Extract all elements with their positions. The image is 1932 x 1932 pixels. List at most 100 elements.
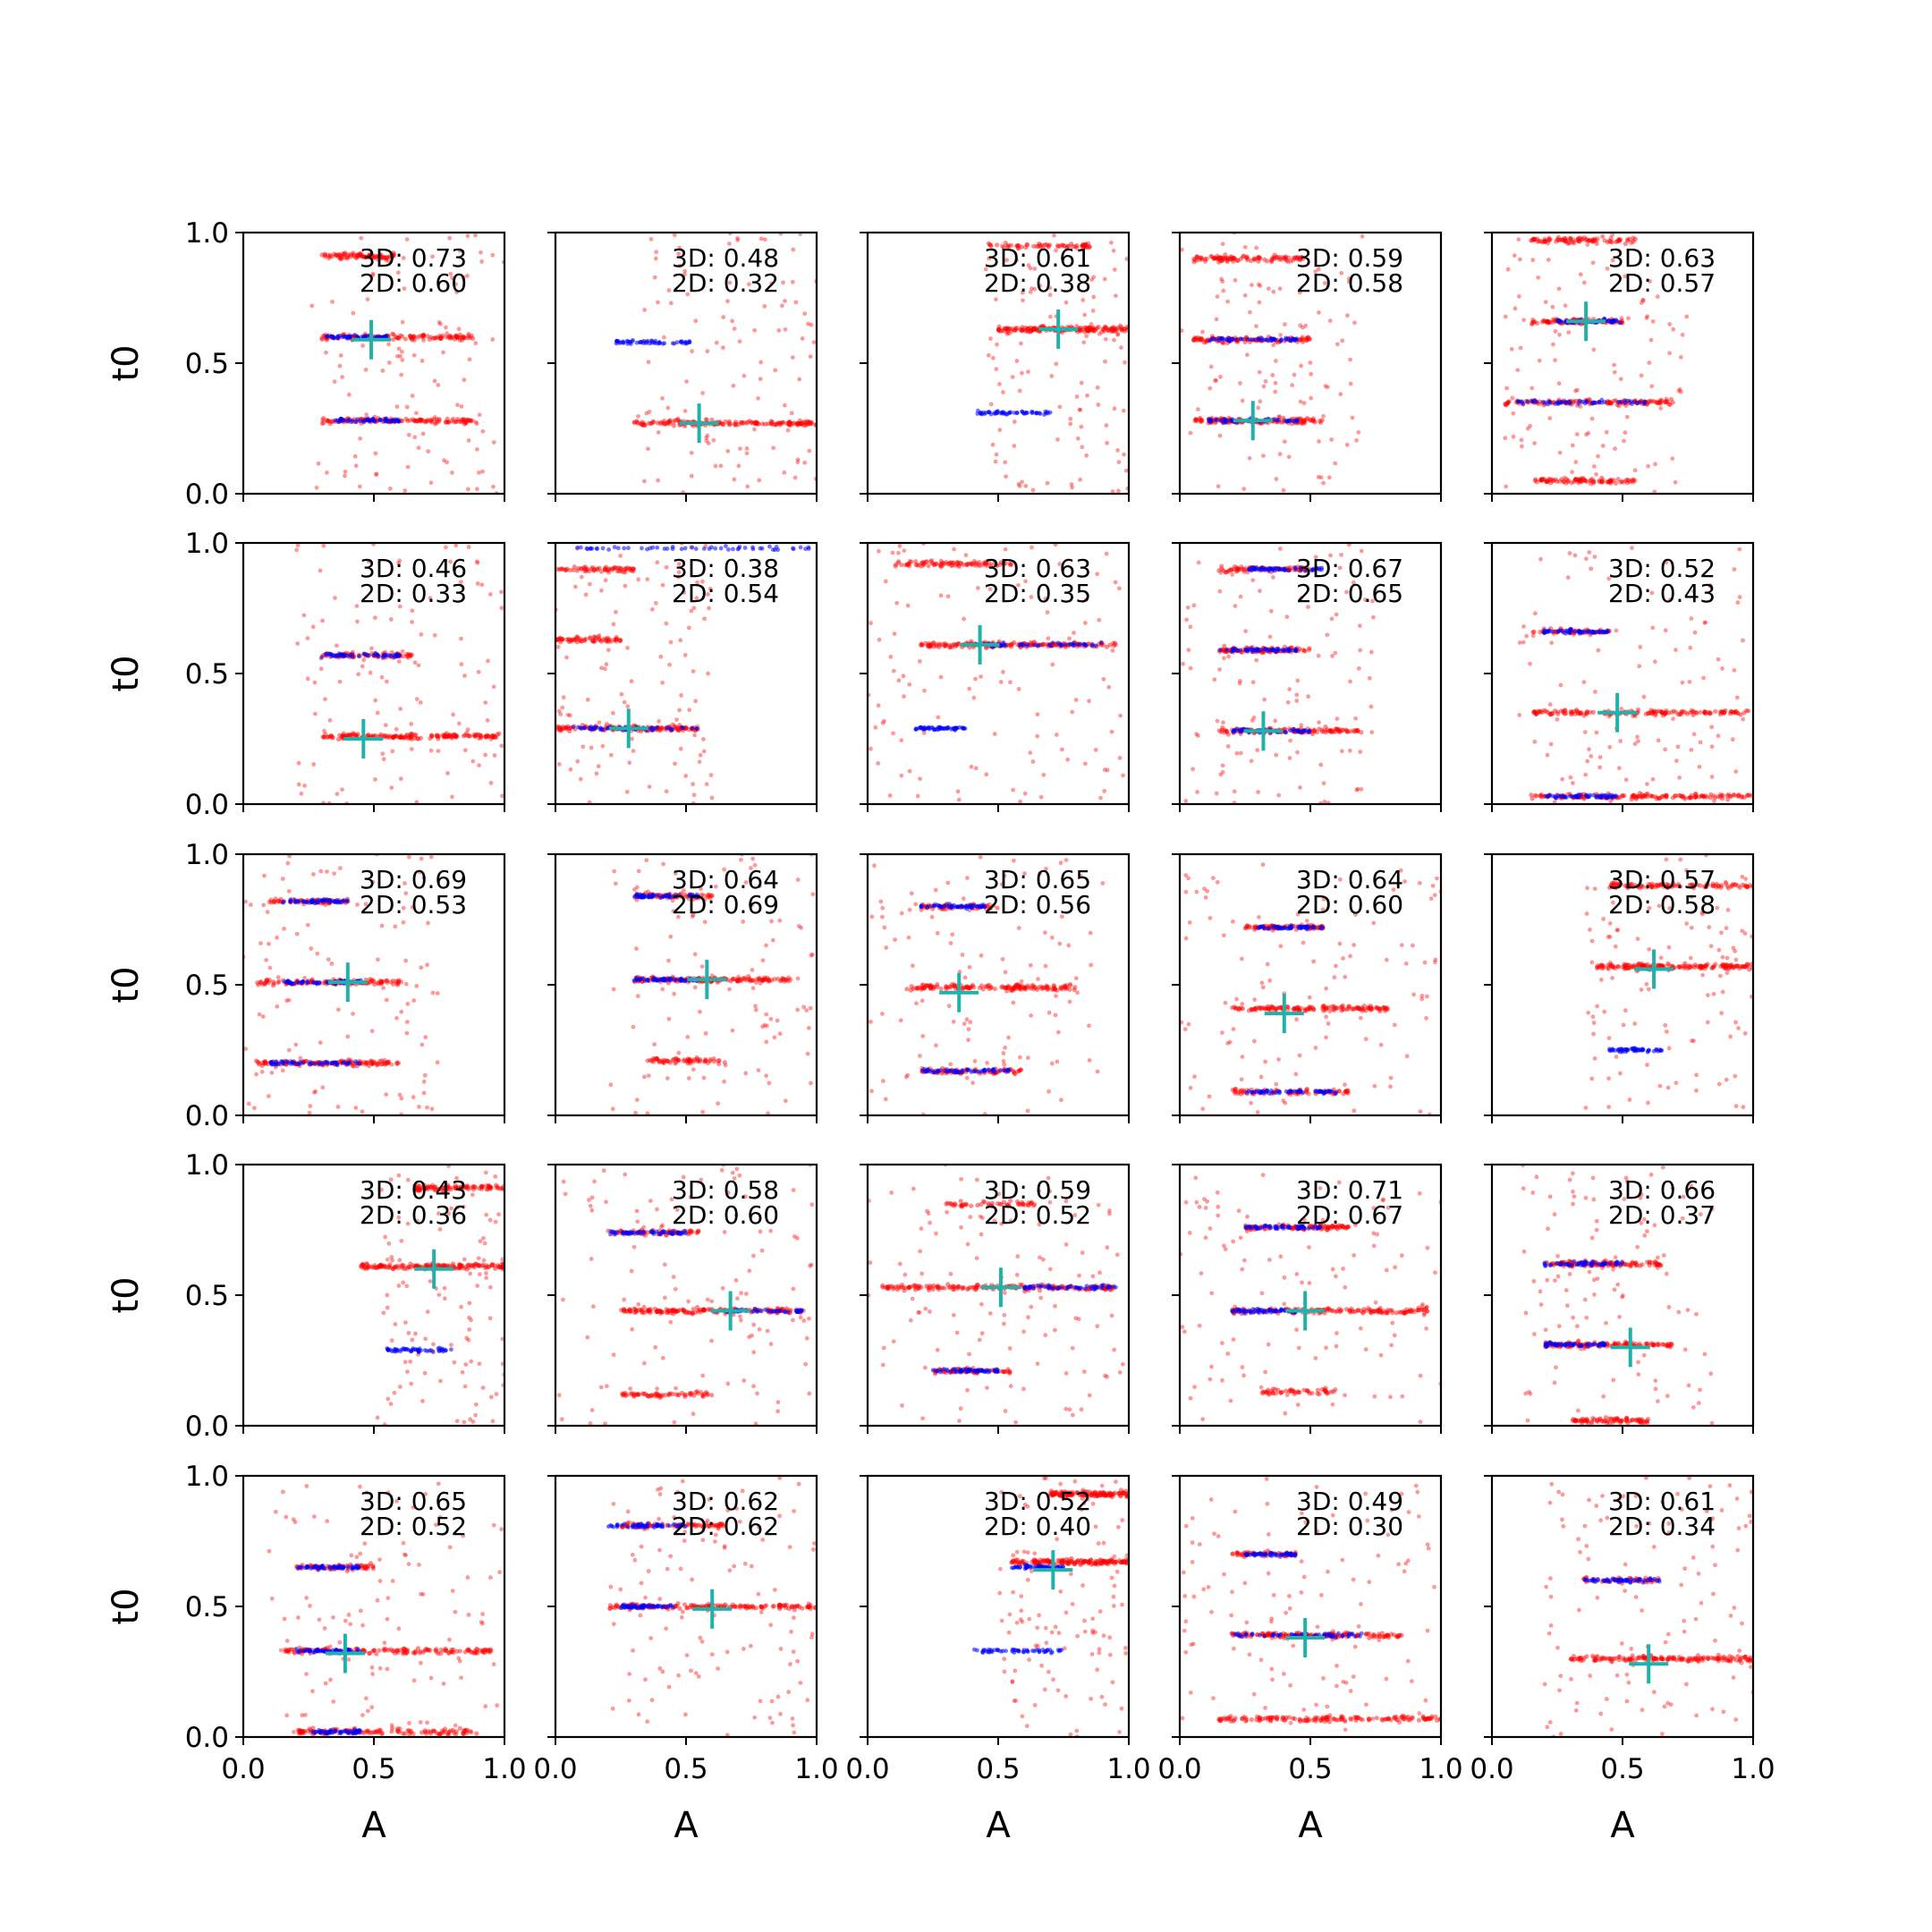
red-point [1565, 479, 1571, 485]
red-point [977, 560, 982, 565]
red-point [1103, 336, 1108, 342]
red-point [1221, 256, 1226, 261]
red-point [558, 712, 564, 716]
red-point [1583, 556, 1589, 562]
red-point [1037, 242, 1043, 248]
red-point [1541, 708, 1546, 713]
red-point [1630, 793, 1635, 799]
red-point [955, 789, 961, 794]
red-point [804, 419, 810, 424]
red-point [1645, 782, 1649, 786]
red-point [622, 699, 627, 705]
red-point [606, 638, 611, 643]
blue-point [578, 725, 583, 731]
red-point [1543, 240, 1548, 245]
red-point [1743, 708, 1750, 714]
red-point [1631, 792, 1636, 798]
red-point [1107, 327, 1113, 333]
red-point [1222, 643, 1227, 648]
blue-point [1306, 729, 1311, 734]
red-point [1295, 255, 1301, 260]
red-point [1224, 728, 1229, 733]
red-point [1595, 236, 1600, 242]
red-point [295, 641, 301, 646]
red-point [1257, 255, 1263, 260]
red-point [1292, 255, 1298, 261]
red-point [452, 419, 457, 425]
red-point [462, 377, 467, 383]
red-point [410, 394, 415, 398]
red-point [899, 738, 904, 743]
blue-point [1298, 565, 1303, 570]
red-point [1106, 684, 1112, 690]
red-point [1504, 401, 1511, 406]
red-point [634, 419, 640, 425]
red-point [690, 349, 694, 354]
red-point [758, 377, 763, 382]
red-point [1537, 358, 1542, 363]
red-point [631, 568, 636, 573]
red-point [1360, 233, 1365, 239]
red-point [1633, 796, 1639, 801]
red-point [1619, 479, 1624, 484]
red-point [474, 732, 479, 737]
red-point [405, 655, 411, 660]
red-point [419, 359, 425, 363]
red-point [1591, 238, 1597, 244]
red-point [1045, 480, 1050, 486]
red-point [1657, 400, 1663, 405]
red-point [986, 241, 991, 246]
red-point [677, 263, 682, 268]
red-point [660, 420, 665, 427]
red-point [617, 637, 623, 642]
red-point [402, 336, 408, 342]
red-point [924, 559, 929, 564]
red-point [1606, 479, 1612, 485]
red-point [921, 562, 927, 568]
red-point [1721, 710, 1726, 716]
red-point [919, 560, 925, 566]
red-point [787, 422, 792, 428]
blue-point [657, 341, 662, 345]
red-point [802, 311, 808, 317]
red-point [1295, 678, 1301, 683]
red-point [1222, 256, 1227, 261]
red-point [1641, 793, 1647, 799]
red-point [752, 327, 758, 333]
red-point [1001, 328, 1006, 334]
red-point [676, 251, 682, 256]
red-point [938, 593, 944, 598]
red-point [706, 671, 711, 676]
red-point [406, 432, 411, 437]
red-point [1243, 629, 1249, 634]
blue-point [664, 725, 669, 731]
red-point [414, 697, 419, 702]
red-point [927, 643, 932, 648]
red-point [428, 596, 433, 601]
red-point [1216, 728, 1222, 733]
red-point [326, 418, 331, 424]
estimate-marker [1038, 309, 1079, 350]
red-point [411, 352, 417, 358]
red-point [591, 567, 597, 572]
red-point [405, 464, 411, 470]
red-point [332, 251, 337, 257]
red-point [348, 733, 353, 739]
red-point [1038, 244, 1043, 250]
blue-point [1019, 641, 1023, 647]
red-point [1575, 711, 1580, 716]
red-point [1337, 729, 1343, 734]
red-point [451, 416, 456, 422]
red-point [1016, 243, 1021, 249]
red-point [1648, 793, 1653, 799]
red-point [1358, 648, 1363, 653]
red-point [378, 253, 384, 258]
red-point [375, 710, 380, 716]
red-point [558, 640, 564, 645]
red-point [1194, 254, 1199, 260]
red-point [1302, 648, 1308, 654]
red-point [454, 335, 460, 340]
red-point [361, 254, 367, 259]
red-point [1705, 709, 1711, 716]
red-point [1646, 710, 1651, 716]
